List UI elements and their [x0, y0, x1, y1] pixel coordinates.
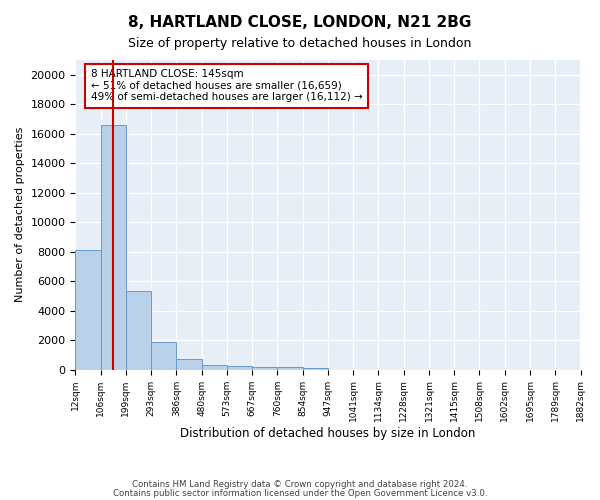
Bar [202, 365, 227, 370]
Text: 8, HARTLAND CLOSE, LONDON, N21 2BG: 8, HARTLAND CLOSE, LONDON, N21 2BG [128, 15, 472, 30]
Text: 8 HARTLAND CLOSE: 145sqm
← 51% of detached houses are smaller (16,659)
49% of se: 8 HARTLAND CLOSE: 145sqm ← 51% of detach… [91, 70, 362, 102]
Bar [76, 250, 101, 370]
Text: Contains HM Land Registry data © Crown copyright and database right 2024.: Contains HM Land Registry data © Crown c… [132, 480, 468, 489]
Bar [302, 368, 328, 370]
Bar [176, 360, 202, 370]
Text: Contains public sector information licensed under the Open Government Licence v3: Contains public sector information licen… [113, 490, 487, 498]
Bar [101, 125, 126, 370]
Bar [227, 366, 252, 370]
Bar [151, 342, 176, 369]
Bar [252, 366, 277, 370]
Bar [126, 292, 151, 370]
Text: Size of property relative to detached houses in London: Size of property relative to detached ho… [128, 38, 472, 51]
Bar [277, 367, 302, 370]
Y-axis label: Number of detached properties: Number of detached properties [15, 127, 25, 302]
X-axis label: Distribution of detached houses by size in London: Distribution of detached houses by size … [180, 427, 476, 440]
